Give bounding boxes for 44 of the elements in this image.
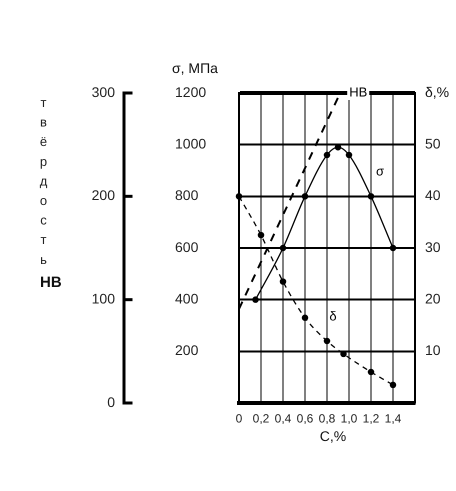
point	[324, 152, 330, 158]
series-label: σ	[376, 164, 384, 179]
point	[324, 338, 330, 344]
x-tick-label: 0,2	[252, 412, 270, 426]
point	[302, 193, 308, 200]
y-tick-label: 1000	[175, 136, 206, 152]
x-tick-label: 0,8	[318, 412, 336, 426]
x-tick-label: 0	[236, 412, 243, 426]
point	[280, 278, 286, 285]
y2-tick-label: 40	[425, 187, 441, 204]
y3-axis-title: твёрдость HB	[36, 95, 62, 291]
y-tick-label: 200	[175, 342, 199, 358]
point	[236, 193, 242, 200]
y2-tick-label: 50	[425, 136, 441, 152]
y-tick-label: 400	[175, 290, 199, 307]
y-tick-label: 600	[175, 238, 199, 255]
point	[368, 193, 374, 200]
point	[346, 152, 352, 158]
y2-tick-label: 10	[425, 342, 441, 358]
x-tick-label: 1,4	[384, 412, 402, 426]
x-tick-label: 1,2	[362, 412, 380, 426]
point	[258, 232, 264, 238]
y2-tick-label: 30	[425, 238, 441, 255]
y-tick-label: 800	[175, 187, 199, 204]
y-tick-label: 1200	[175, 84, 206, 100]
x-axis-title: C,%	[320, 428, 346, 444]
point	[280, 244, 286, 252]
x-tick-label: 0,4	[274, 412, 292, 426]
y3-tick-label: 100	[92, 290, 116, 307]
y-axis-title: σ, МПа	[172, 60, 218, 76]
x-tick-label: 0,6	[296, 412, 314, 426]
point	[390, 382, 396, 388]
y2-axis-title: δ,%	[425, 84, 450, 100]
x-tick-label: 1,0	[340, 412, 358, 426]
series-label: HB	[349, 84, 368, 100]
y3-tick-label: 300	[92, 84, 116, 100]
series-label: δ	[329, 308, 337, 324]
point	[252, 296, 259, 303]
y2-tick-label: 20	[425, 290, 441, 307]
y3-tick-label: 200	[92, 187, 116, 204]
y3-tick-label: 0	[107, 394, 116, 410]
point	[302, 314, 308, 321]
point	[368, 368, 374, 376]
point	[390, 244, 396, 252]
